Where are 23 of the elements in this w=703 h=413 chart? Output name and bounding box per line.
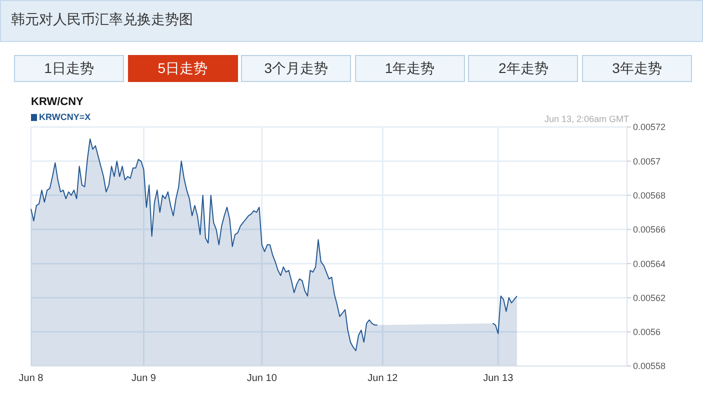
legend-label: KRWCNY=X: [38, 112, 91, 122]
selected-tab: 5日走势: [128, 55, 238, 82]
y-tick-label: 0.0056: [633, 327, 661, 338]
x-tick-label: Jun 10: [246, 373, 278, 384]
text: Jun 13, 2:06am GMT: [544, 114, 629, 124]
x-tick-label: Jun 8: [18, 373, 44, 384]
x-tick-label: Jun 9: [132, 373, 156, 384]
y-tick-label: 0.00564: [633, 258, 666, 269]
y-tick-label: 0.0057: [633, 156, 661, 166]
chart-subtitle: KRW/CNY: [31, 96, 84, 108]
y-tick-label: 0.00566: [633, 224, 666, 235]
tab-button: 2年走势: [468, 55, 578, 82]
tab-button: 3年走势: [582, 55, 692, 82]
x-tick-label: Jun 12: [368, 373, 398, 384]
x-tick-label: Jun 13: [483, 373, 514, 384]
chart-title: 韩元对人民币汇率兑换走势图: [11, 11, 193, 29]
y-tick-label: 0.00558: [633, 361, 666, 372]
tab-button: 1年走势: [354, 55, 465, 82]
y-tick-label: 0.00568: [633, 190, 666, 200]
y-tick-label: 0.00562: [633, 292, 666, 303]
y-tick-label: 0.00572: [633, 122, 666, 132]
tab-button: 1日走势: [14, 55, 124, 82]
tab-button: 3个月走势: [241, 55, 352, 82]
